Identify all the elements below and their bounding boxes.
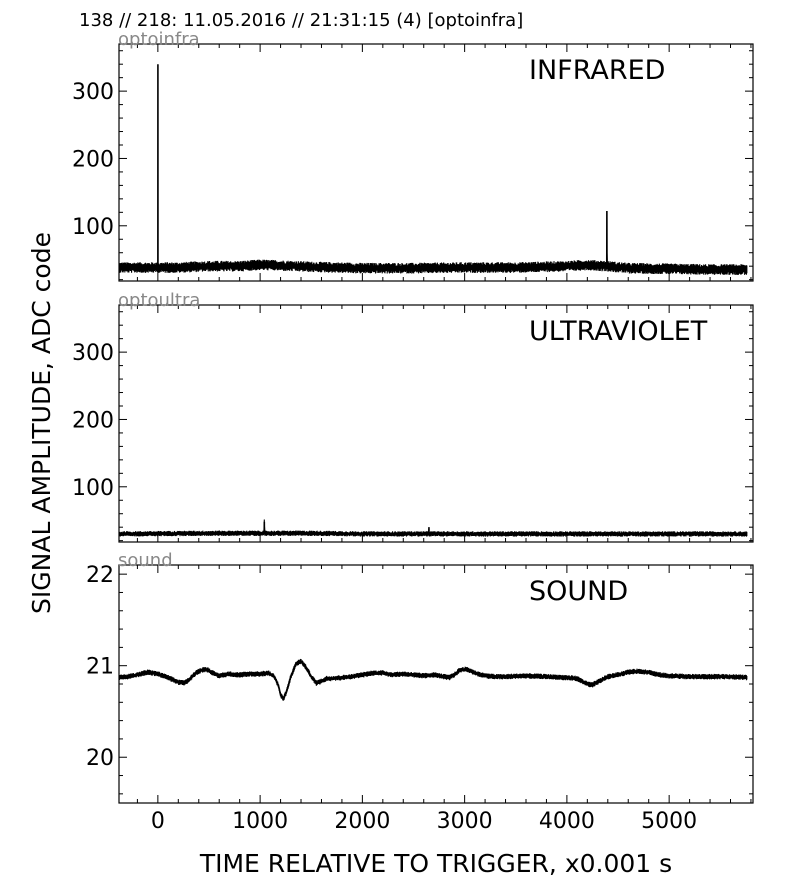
y-tick-label: 300 <box>72 80 114 105</box>
y-axis-label: SIGNAL AMPLITUDE, ADC code <box>27 232 56 614</box>
panel-corner-label: sound <box>118 550 173 571</box>
y-tick-label: 200 <box>72 147 114 172</box>
signal-line <box>119 660 747 701</box>
x-tick-label: 2000 <box>334 809 390 834</box>
panel-title: INFRARED <box>529 55 665 86</box>
panel-corner-label: optoinfra <box>118 29 200 50</box>
chart-panel-2: 100 200 300 ULTRAVIOLET optoultra <box>72 290 754 543</box>
x-tick-label: 1000 <box>232 809 288 834</box>
signal-noise-band <box>119 658 748 701</box>
x-tick-label: 4000 <box>539 809 595 834</box>
data-series <box>119 519 748 537</box>
y-tick-label: 20 <box>86 746 114 771</box>
tick-marks <box>119 44 753 281</box>
y-tick-label: 100 <box>72 215 114 240</box>
tick-marks <box>119 565 753 803</box>
y-tick-label: 21 <box>86 655 114 680</box>
y-tick-label: 200 <box>72 408 114 433</box>
y-tick-label: 22 <box>86 563 114 588</box>
x-tick-label: 3000 <box>437 809 493 834</box>
panel-title: SOUND <box>529 576 628 607</box>
signal-line <box>119 521 747 535</box>
chart-panel-1: 100 200 300 INFRARED optoinfra <box>72 29 754 282</box>
panel-corner-label: optoultra <box>118 290 200 311</box>
chart-panels: 100200300INFRAREDoptoinfra100200300ULTRA… <box>72 29 754 834</box>
panel-frame <box>118 43 754 282</box>
chart-panel-3: 20 21 22 0 1000 2000 3000 4000 5000 SOUND sound <box>86 550 754 834</box>
panel-frame <box>118 304 754 543</box>
data-series <box>119 64 748 275</box>
tick-marks <box>119 305 753 542</box>
x-axis-label: TIME RELATIVE TO TRIGGER, x0.001 s <box>199 849 672 878</box>
y-tick-label: 100 <box>72 476 114 501</box>
x-tick-label: 0 <box>151 809 165 834</box>
signal-line <box>119 64 747 271</box>
data-series <box>119 658 748 701</box>
signal-noise-band <box>119 242 748 275</box>
x-tick-label: 5000 <box>641 809 697 834</box>
panel-title: ULTRAVIOLET <box>529 316 708 347</box>
figure-header: 138 // 218: 11.05.2016 // 21:31:15 (4) [… <box>79 10 523 31</box>
y-tick-label: 300 <box>72 341 114 366</box>
panel-frame <box>118 564 754 804</box>
